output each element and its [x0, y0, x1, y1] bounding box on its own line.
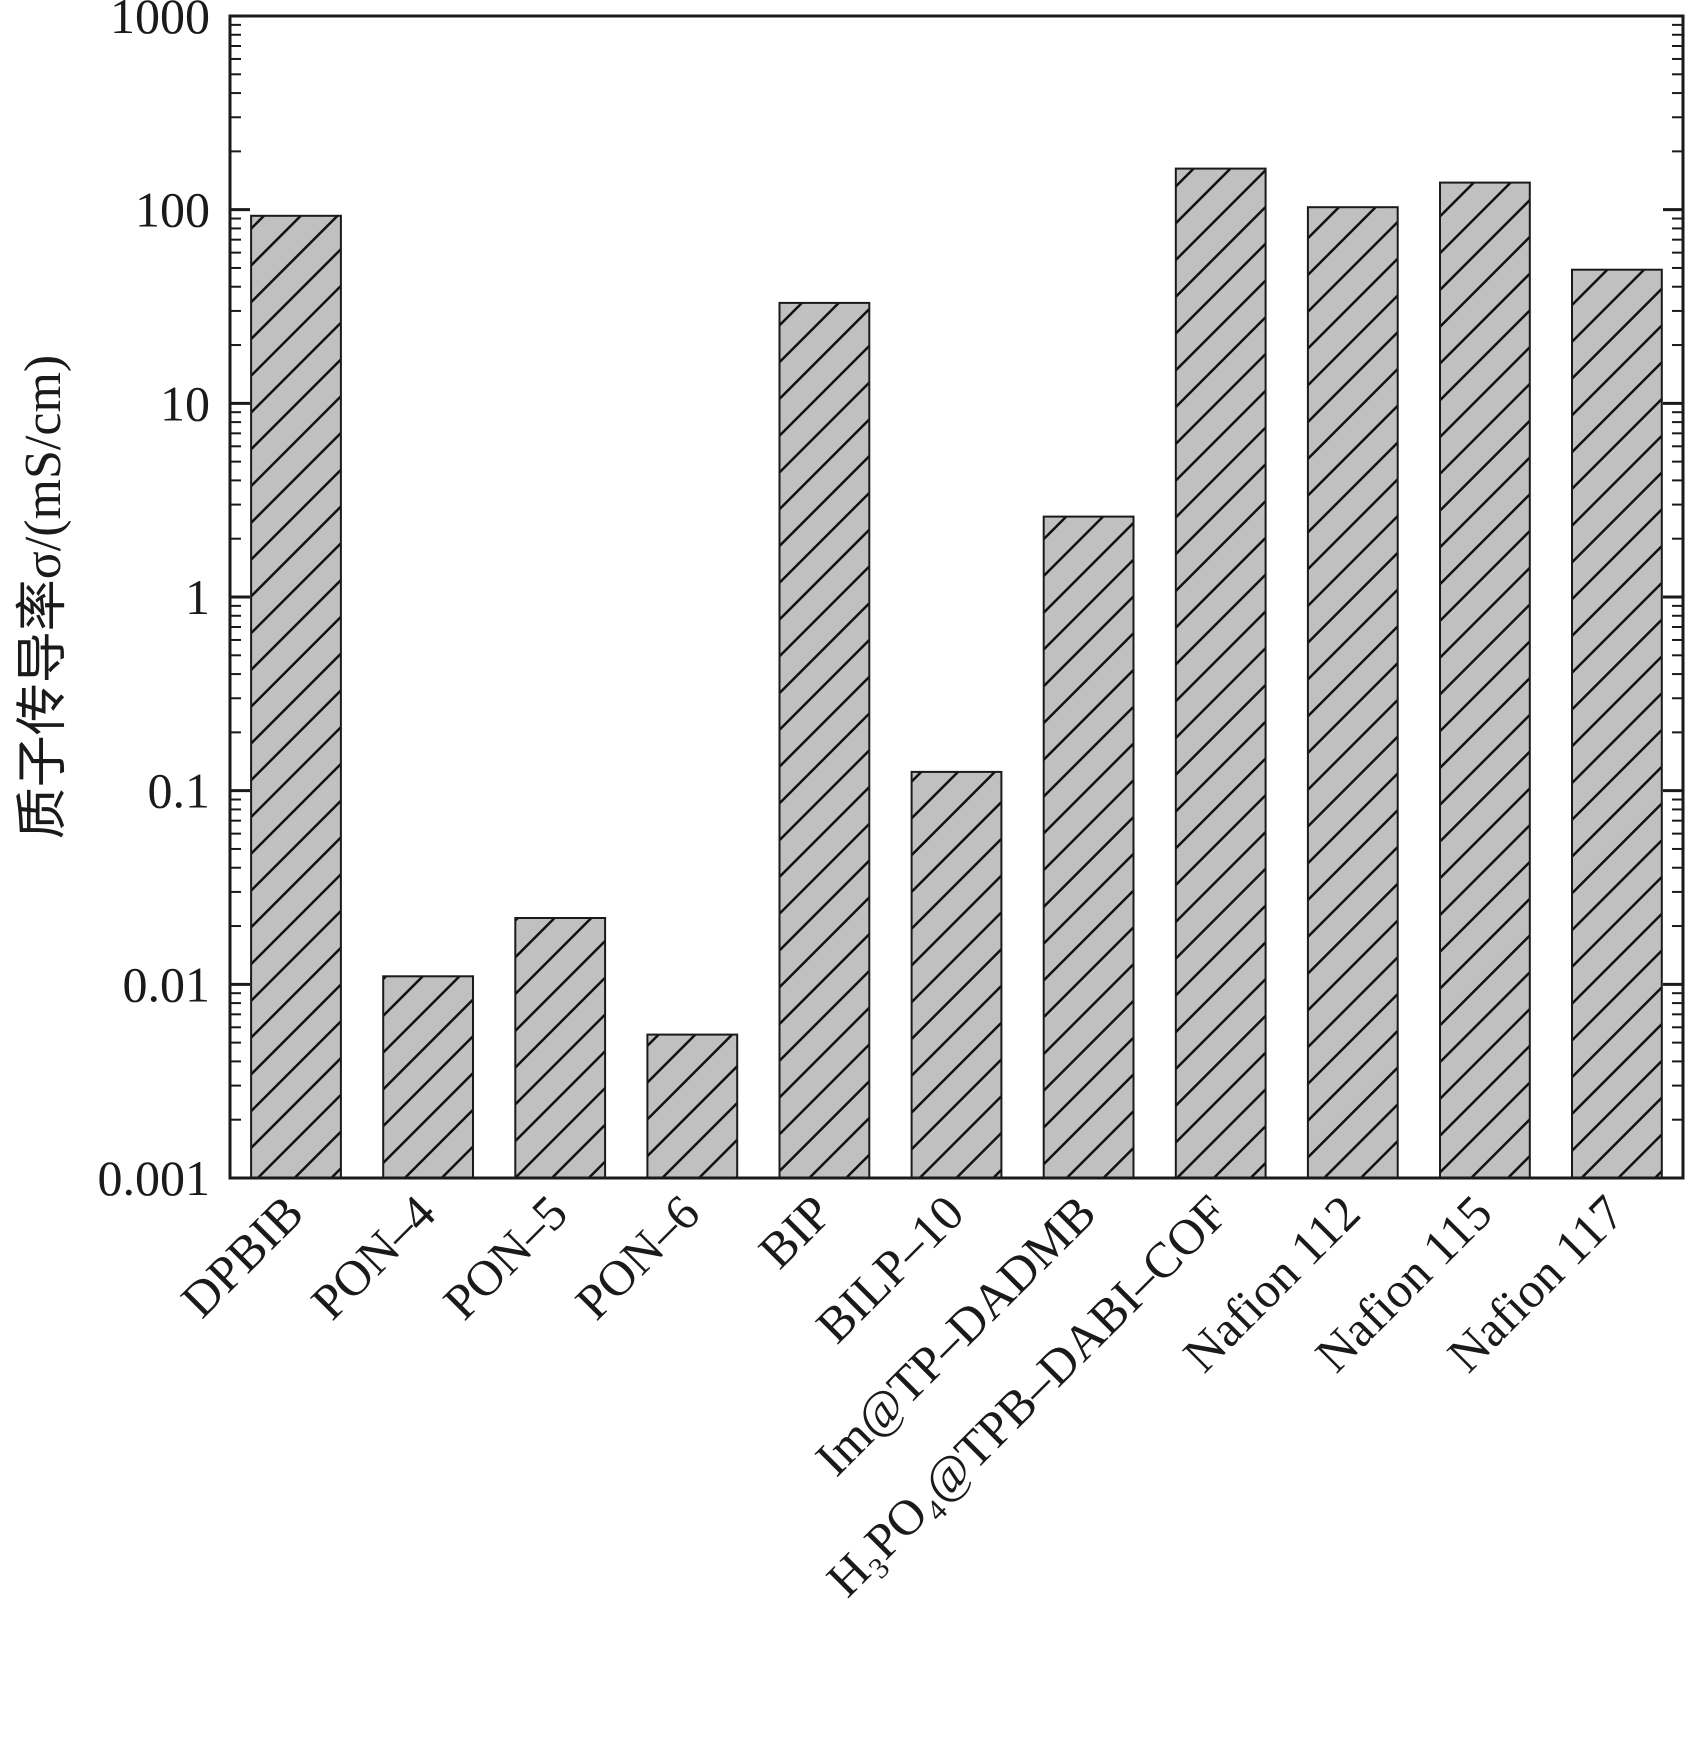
x-category-label: BIP: [748, 1184, 843, 1279]
bar: [1439, 181, 1531, 1180]
bar: [1042, 515, 1135, 1179]
bar: [250, 214, 342, 1180]
x-category-label: PON–5: [432, 1184, 578, 1330]
bar: [1174, 167, 1267, 1180]
x-category-label: PON–6: [564, 1184, 710, 1330]
bar: [1571, 268, 1663, 1179]
y-tick-label: 1: [185, 569, 210, 625]
bar: [910, 770, 1003, 1180]
x-category-label: PON–4: [300, 1184, 446, 1330]
bar: [514, 917, 607, 1179]
bar: [1306, 206, 1399, 1179]
y-axis-ticks: 0.001 0.01 0.1 1 10 100 1000: [98, 0, 1683, 1206]
bar: [646, 1033, 739, 1179]
y-tick-label: 0.001: [98, 1150, 211, 1206]
y-tick-label: 0.01: [123, 956, 211, 1012]
y-tick-label: 1000: [110, 0, 210, 44]
y-axis-title: 质子传导率σ/(mS/cm): [15, 355, 72, 839]
plot-frame: [228, 14, 1685, 1180]
bars-group: [250, 167, 1663, 1180]
y-tick-label: 0.1: [148, 763, 211, 819]
bar: [778, 301, 871, 1179]
y-tick-label: 10: [160, 375, 210, 431]
bar: [382, 975, 475, 1179]
y-tick-label: 100: [135, 182, 210, 238]
